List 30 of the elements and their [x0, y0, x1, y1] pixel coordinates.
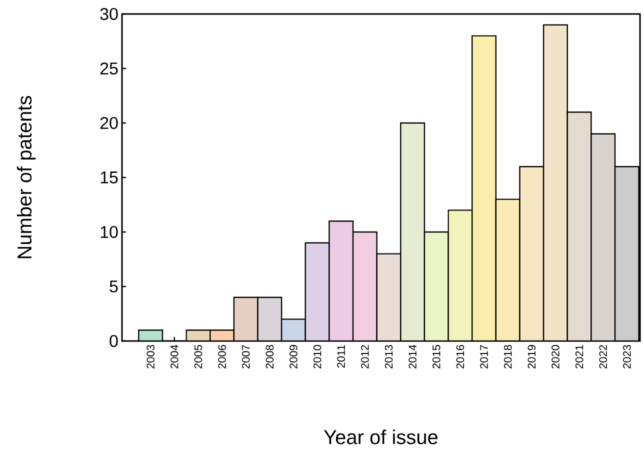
x-tick-label: 2009 [290, 345, 298, 368]
x-tick-label: 2011 [337, 345, 346, 368]
x-tick-label: 2010 [313, 344, 322, 368]
x-tick-label: 2003 [146, 345, 154, 368]
x-tick-label: 2007 [242, 345, 250, 368]
x-tick-label: 2006 [218, 345, 226, 368]
x-tick-label: 2004 [170, 344, 178, 368]
y-axis-title: Number of patents [16, 96, 36, 258]
x-tick-label: 2023 [623, 345, 631, 368]
x-tick-label: 2021 [575, 345, 584, 368]
y-tick-label: 20 [100, 116, 118, 130]
x-tick-label: 2013 [384, 345, 393, 368]
y-tick-label: 15 [100, 172, 118, 184]
x-tick-label: 2014 [408, 344, 416, 368]
x-tick-label: 2018 [504, 345, 512, 368]
x-tick-label: 2008 [266, 345, 274, 368]
x-tick-label: 2017 [480, 345, 488, 368]
x-axis-title: Year of issue [324, 430, 438, 444]
y-tick-label: 30 [100, 8, 118, 20]
x-tick-label: 2005 [194, 345, 202, 368]
y-tick-label: 0 [110, 334, 118, 348]
y-tick-label: 10 [100, 226, 118, 238]
y-tick-label: 5 [110, 280, 118, 292]
x-tick-label: 2016 [456, 345, 464, 368]
x-tick-label: 2015 [432, 345, 440, 368]
y-tick-label: 25 [100, 62, 118, 75]
x-tick-label: 2019 [528, 345, 536, 368]
x-tick-label: 2012 [361, 345, 369, 368]
x-tick-label: 2020 [552, 344, 560, 368]
x-tick-label: 2022 [599, 345, 607, 368]
